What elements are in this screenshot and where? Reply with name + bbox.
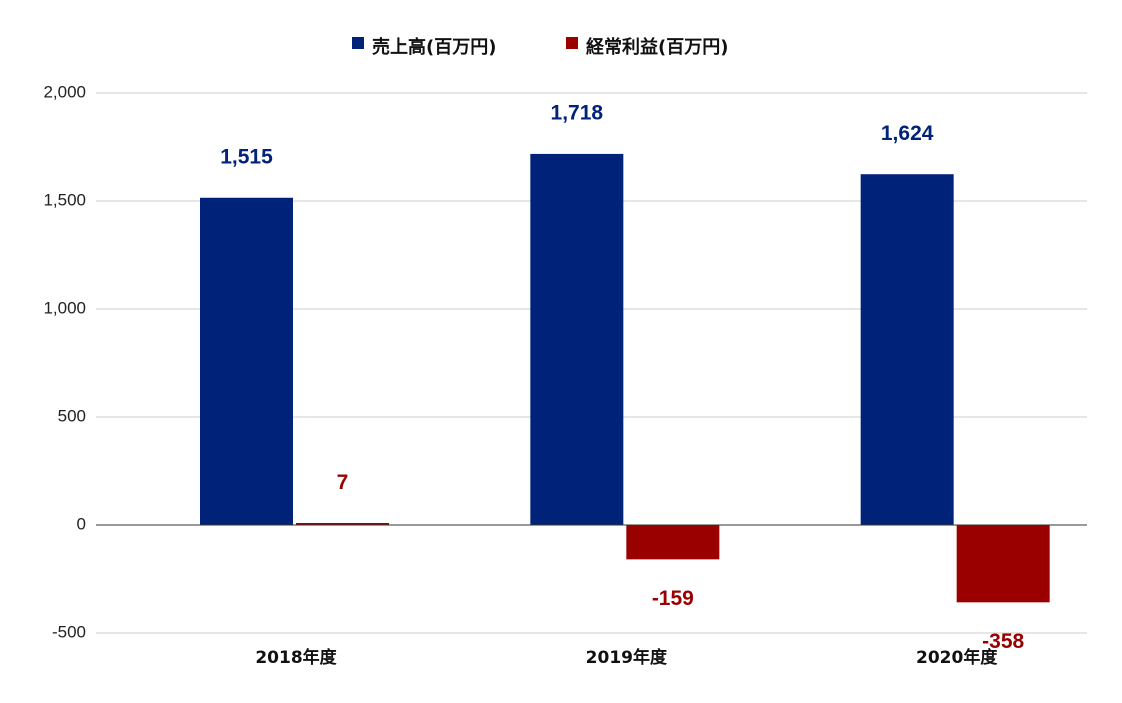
legend-label-series-2: 経常利益(百万円) xyxy=(586,36,728,58)
bar-series2-3 xyxy=(956,525,1050,603)
y-tick-label-2-000: 2,000 xyxy=(43,82,86,101)
y-tick-label-500: 500 xyxy=(58,406,86,425)
data-label-series1-1: 1,515 xyxy=(220,145,273,168)
legend-swatch-series-1 xyxy=(352,37,364,49)
legend-label-series-1: 売上高(百万円) xyxy=(372,36,496,58)
data-label-series1-2: 1,718 xyxy=(551,101,604,124)
x-axis: 2018年度 2019年度 2020年度 xyxy=(255,647,998,668)
legend-swatch-series-2 xyxy=(566,37,578,49)
bar-series1-1 xyxy=(200,197,293,525)
data-label-series2-3: -358 xyxy=(982,630,1024,653)
data-label-series2-2: -159 xyxy=(652,587,694,610)
bar-series2-2 xyxy=(626,525,720,560)
bars xyxy=(200,153,1050,603)
x-tick-label-2: 2019年度 xyxy=(586,647,668,668)
data-labels: 1,515 7 1,718 -159 1,624 -358 xyxy=(220,101,1024,652)
bar-series1-3 xyxy=(860,174,954,525)
x-tick-label-3: 2020年度 xyxy=(916,647,998,668)
y-tick-label-1-500: 1,500 xyxy=(43,190,86,209)
y-tick-label-500: -500 xyxy=(52,622,86,641)
y-axis: 2,000 1,500 1,000 500 0 -500 xyxy=(43,82,86,641)
data-label-series2-1: 7 xyxy=(337,471,349,494)
y-tick-label-1-000: 1,000 xyxy=(43,298,86,317)
bar-series1-2 xyxy=(530,153,624,526)
bar-series2-1 xyxy=(296,523,389,525)
legend: 売上高(百万円) 経常利益(百万円) xyxy=(352,36,728,58)
x-tick-label-1: 2018年度 xyxy=(255,647,337,668)
y-tick-label-0: 0 xyxy=(77,514,86,533)
data-label-series1-3: 1,624 xyxy=(881,122,934,145)
